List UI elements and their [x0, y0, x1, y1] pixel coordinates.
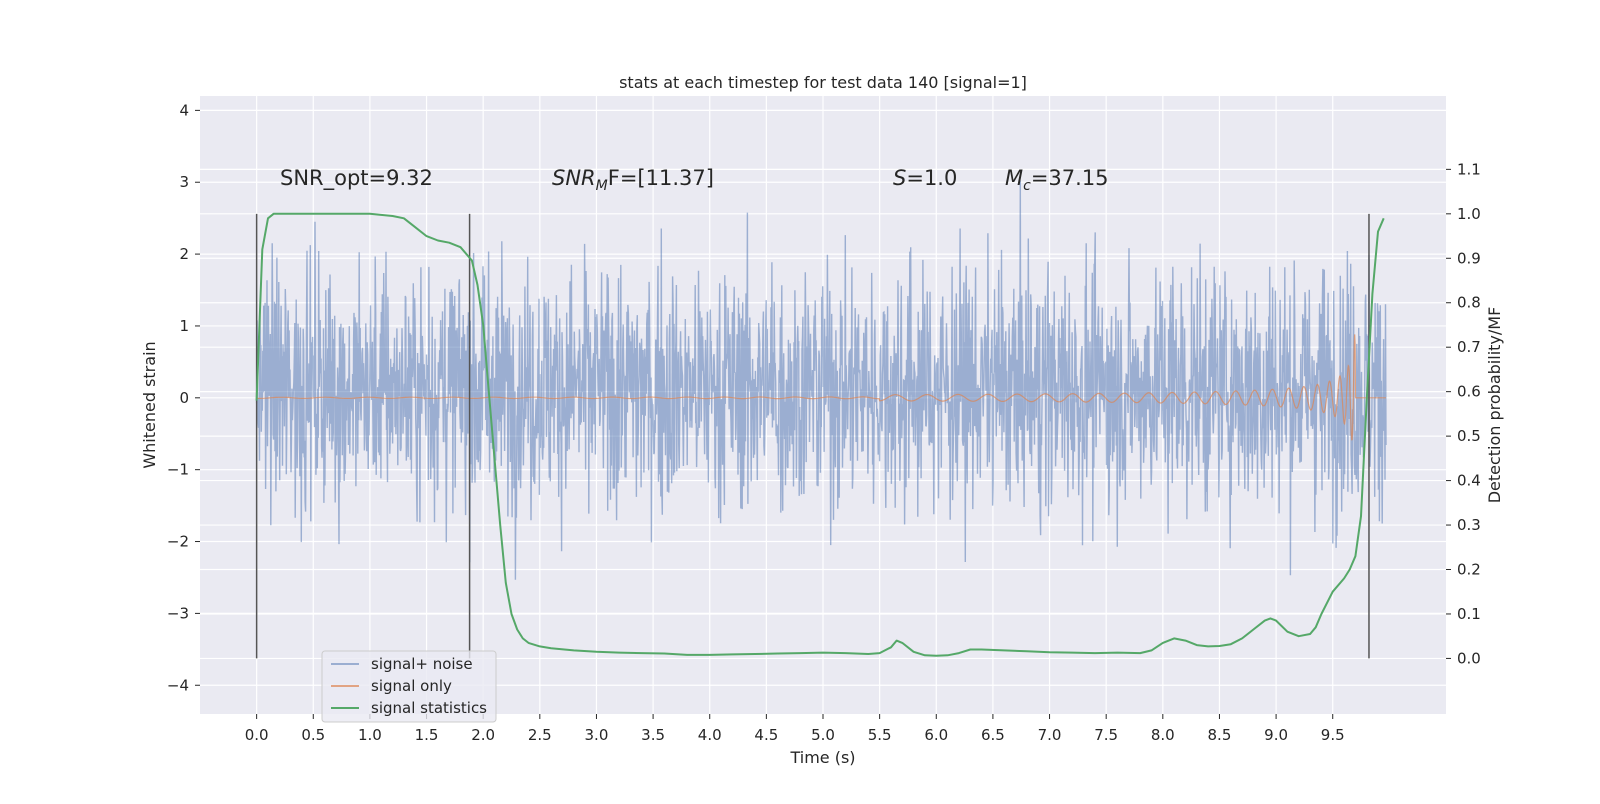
- snr-mf-sub: M: [596, 178, 608, 194]
- y2-tick-label-11: 1.1: [1457, 160, 1481, 178]
- y2-tick-label-10: 1.0: [1457, 205, 1481, 223]
- y-tick-label-6: 2: [179, 245, 189, 263]
- legend-box: [321, 650, 497, 723]
- chart-title: stats at each timestep for test data 140…: [619, 73, 1027, 92]
- legend: signal+ noise signal only signal statist…: [321, 650, 497, 723]
- y2-tick-label-7: 0.7: [1457, 338, 1481, 356]
- y-tick-label-8: 4: [179, 101, 189, 119]
- y-tick-label-1: −3: [167, 604, 189, 622]
- window-markers: [255, 213, 1370, 659]
- signal-statistics-line: [255, 212, 1385, 657]
- x-tick-label-11: 5.5: [868, 726, 892, 744]
- x-tick-label-3: 1.5: [415, 726, 439, 744]
- x-tick-label-1: 0.5: [301, 726, 325, 744]
- y-tick-label-7: 3: [179, 173, 189, 191]
- y-tick-label-5: 1: [179, 317, 189, 335]
- snr-mf-rest: F=[11.37]: [608, 166, 714, 190]
- x-tick-label-7: 3.5: [641, 726, 665, 744]
- legend-label-signal-statistics: signal statistics: [371, 699, 487, 717]
- signal-only-line: [256, 334, 1386, 441]
- y-tick-label-0: −4: [167, 676, 189, 694]
- y-axis-label: Whitened strain: [140, 341, 159, 468]
- y2-tick-label-8: 0.8: [1457, 294, 1481, 312]
- y2-tick-label-5: 0.5: [1457, 427, 1481, 445]
- y-axis-ticks: −4 −3 −2 −1 0 1 2 3 4: [167, 101, 200, 694]
- y2-tick-label-3: 0.3: [1457, 516, 1481, 534]
- y2-tick-label-4: 0.4: [1457, 472, 1481, 490]
- legend-label-signal-noise: signal+ noise: [371, 655, 473, 673]
- x-tick-label-18: 9.0: [1264, 726, 1288, 744]
- s-annotation: S=1.0: [893, 166, 957, 190]
- y-tick-label-4: 0: [179, 389, 189, 407]
- x-tick-label-17: 8.5: [1208, 726, 1232, 744]
- s-value: =1.0: [906, 166, 957, 190]
- snr-mf-main: SNR: [552, 166, 596, 190]
- x-tick-label-14: 7.0: [1038, 726, 1062, 744]
- y2-tick-label-2: 0.2: [1457, 561, 1481, 579]
- x-axis-ticks: 0.0 0.5 1.0 1.5 2.0 2.5 3.0 3.5 4.0 4.5 5.0 5.5 6.0 6…: [245, 714, 1345, 744]
- y2-tick-label-1: 0.1: [1457, 605, 1481, 623]
- mc-value: =37.15: [1031, 166, 1109, 190]
- s-label: S: [893, 166, 906, 190]
- y2-tick-label-9: 0.9: [1457, 249, 1481, 267]
- snr-opt-annotation: SNR_opt=9.32: [280, 166, 433, 191]
- x-tick-label-4: 2.0: [471, 726, 495, 744]
- x-axis-label: Time (s): [789, 748, 855, 767]
- x-tick-label-16: 8.0: [1151, 726, 1175, 744]
- x-tick-label-19: 9.5: [1321, 726, 1345, 744]
- x-tick-label-5: 2.5: [528, 726, 552, 744]
- snr-mf-annotation: SNRMF=[11.37]: [552, 166, 714, 194]
- x-tick-label-2: 1.0: [358, 726, 382, 744]
- signal-statistics-series: [255, 212, 1385, 657]
- x-tick-label-10: 5.0: [811, 726, 835, 744]
- legend-label-signal-only: signal only: [371, 677, 452, 695]
- x-tick-label-0: 0.0: [245, 726, 269, 744]
- y2-axis-label: Detection probability/MF: [1485, 307, 1504, 504]
- x-tick-label-6: 3.0: [585, 726, 609, 744]
- mc-sub: c: [1023, 178, 1031, 194]
- signal-only-series: [256, 334, 1386, 441]
- signal-noise-line: [255, 180, 1387, 580]
- y2-tick-label-0: 0.0: [1457, 649, 1481, 667]
- mc-main: M: [1005, 166, 1023, 190]
- y2-tick-label-6: 0.6: [1457, 383, 1481, 401]
- x-tick-label-15: 7.5: [1094, 726, 1118, 744]
- y2-axis-ticks: 0.0 0.1 0.2 0.3 0.4 0.5 0.6 0.7 0.8 0.9 1.0 1.1: [1446, 160, 1481, 667]
- mc-annotation: Mc=37.15: [1005, 166, 1109, 194]
- x-tick-label-8: 4.0: [698, 726, 722, 744]
- x-tick-label-9: 4.5: [754, 726, 778, 744]
- x-tick-label-13: 6.5: [981, 726, 1005, 744]
- y-tick-label-3: −1: [167, 461, 189, 479]
- y-tick-label-2: −2: [167, 533, 189, 551]
- x-tick-label-12: 6.0: [924, 726, 948, 744]
- signal-noise-series: [255, 180, 1387, 580]
